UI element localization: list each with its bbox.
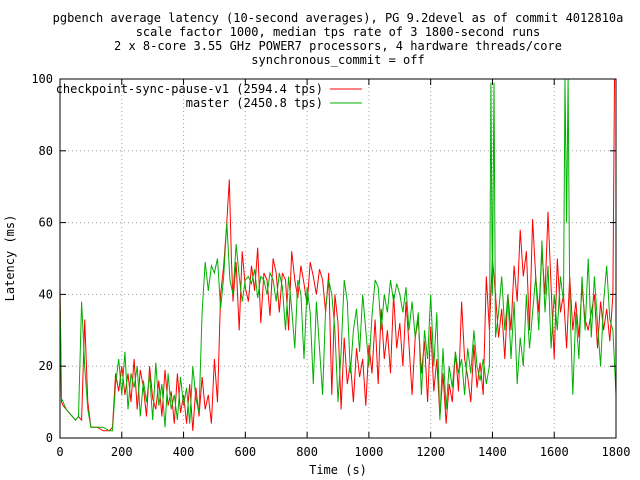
x-tick-label: 600: [234, 445, 256, 459]
y-tick-label: 0: [46, 431, 53, 445]
x-tick-label: 0: [56, 445, 63, 459]
series-line-master: [60, 79, 616, 432]
x-tick-label: 1600: [540, 445, 569, 459]
legend-label: checkpoint-sync-pause-v1 (2594.4 tps): [56, 82, 323, 96]
x-tick-label: 800: [296, 445, 318, 459]
y-tick-label: 40: [39, 287, 53, 301]
title-line: pgbench average latency (10-second avera…: [53, 11, 624, 25]
title-line: synchronous_commit = off: [251, 53, 424, 67]
x-tick-label: 1000: [354, 445, 383, 459]
chart-title: pgbench average latency (10-second avera…: [53, 11, 624, 67]
grid: [60, 79, 616, 438]
y-axis-label: Latency (ms): [3, 215, 17, 302]
y-tick-label: 100: [31, 72, 53, 86]
legend-label: master (2450.8 tps): [186, 96, 323, 110]
x-tick-label: 400: [173, 445, 195, 459]
x-tick-label: 1400: [478, 445, 507, 459]
ticks: 0 200 400 600 800 1000 1200 1400 1600 1800 0 20 40 60…: [31, 72, 630, 459]
series-line-checkpoint-sync-pause-v1: [60, 79, 616, 432]
title-line: 2 x 8-core 3.55 GHz POWER7 processors, 4…: [114, 39, 562, 53]
plot-frame: [59, 78, 617, 439]
x-tick-label: 1200: [416, 445, 445, 459]
x-tick-label: 1800: [602, 445, 631, 459]
title-line: scale factor 1000, median tps rate of 3 …: [136, 25, 541, 39]
series-group: [60, 79, 616, 432]
y-tick-label: 80: [39, 144, 53, 158]
x-tick-label: 200: [111, 445, 133, 459]
x-axis-label: Time (s): [309, 463, 367, 477]
y-tick-label: 60: [39, 216, 53, 230]
y-tick-label: 20: [39, 359, 53, 373]
legend: checkpoint-sync-pause-v1 (2594.4 tps)mas…: [56, 82, 362, 110]
